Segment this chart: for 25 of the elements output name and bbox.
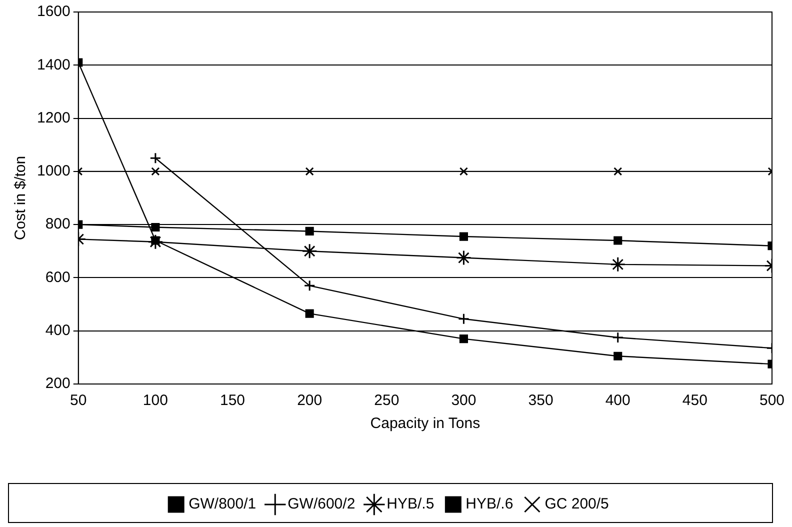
x-tick-label: 50 [70, 392, 87, 410]
legend-label: GW/600/2 [288, 496, 356, 513]
legend-label: HYB/.5 [386, 496, 434, 513]
y-tick-label: 1400 [36, 56, 70, 74]
y-tick-label: 200 [45, 375, 70, 392]
x-tick-label: 150 [220, 392, 246, 410]
x-tick-label: 250 [374, 392, 400, 410]
y-tick-label: 1600 [36, 3, 70, 20]
y-tick-label: 1000 [36, 162, 70, 180]
x-tick-label: 100 [142, 392, 168, 410]
y-tick-label: 1200 [36, 109, 70, 126]
x-axis-title: Capacity in Tons [370, 415, 480, 432]
x-tick-label: 400 [605, 392, 630, 410]
y-tick-label: 600 [45, 268, 70, 286]
x-tick-label: 200 [297, 392, 322, 410]
y-axis-title: Cost in $/ton [12, 156, 30, 240]
legend-label: GC 200/5 [544, 496, 609, 513]
x-tick-label: 350 [528, 392, 554, 410]
x-tick-label: 450 [682, 392, 708, 410]
x-tick-label: 300 [451, 392, 476, 410]
legend-label: GW/800/1 [188, 496, 256, 513]
y-tick-label: 400 [45, 322, 70, 339]
y-tick-label: 800 [45, 216, 70, 233]
x-tick-label: 500 [759, 392, 785, 410]
legend-label: HYB/.6 [466, 496, 514, 513]
